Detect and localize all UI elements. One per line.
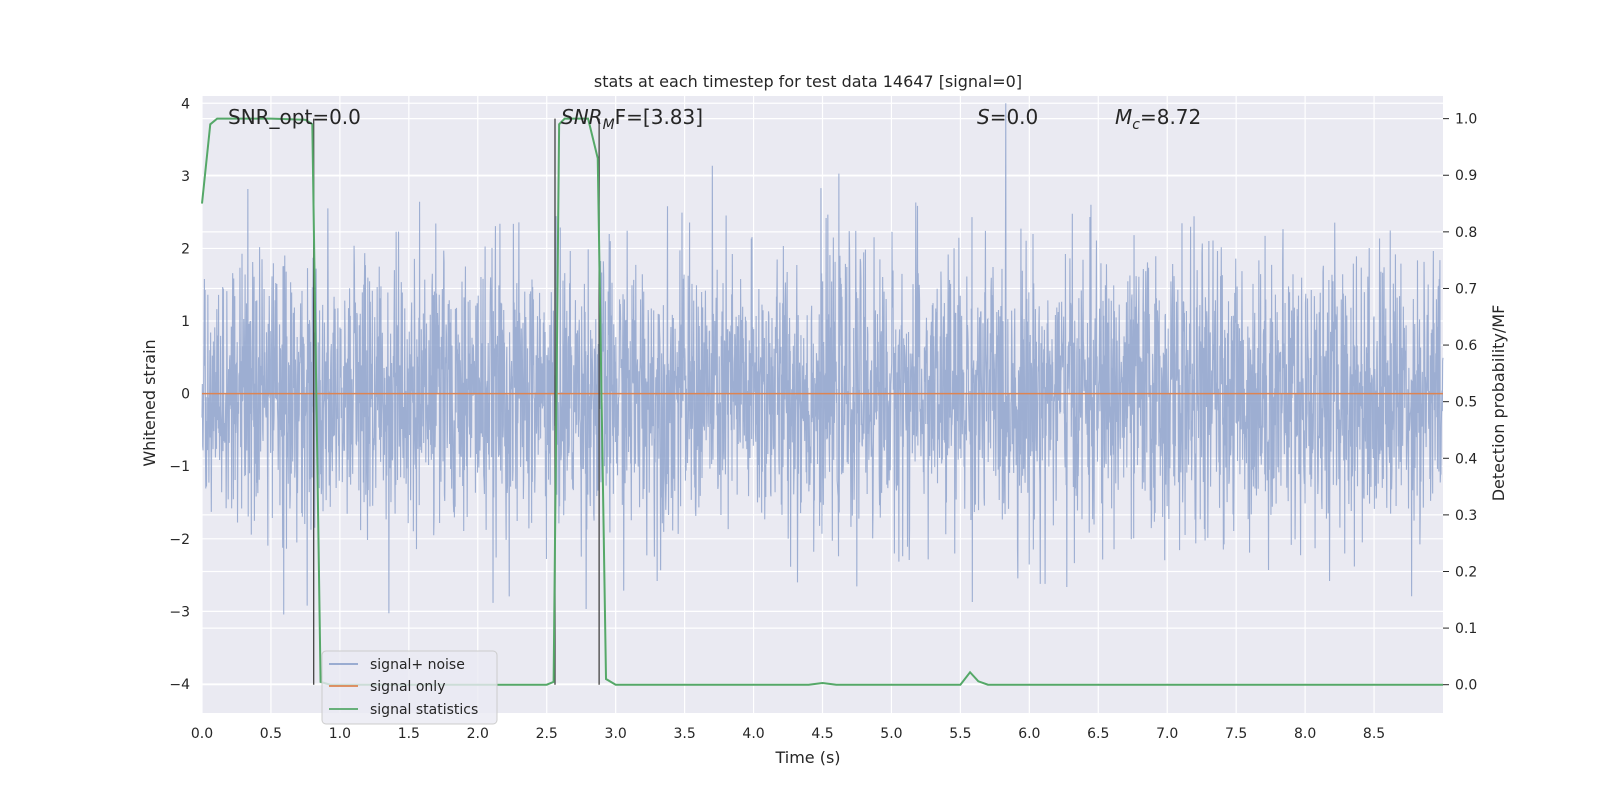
series-signal-statistics	[201, 117, 1443, 686]
x-axis-label: Time (s)	[774, 748, 840, 767]
annotation-snr-mf-main: SNR	[561, 105, 603, 129]
x-tick-label: 2.0	[467, 726, 489, 742]
y-right-tick-label: 0.4	[1455, 451, 1477, 467]
y-left-tick-label: −1	[169, 459, 190, 475]
x-tick-label: 5.5	[949, 726, 971, 742]
x-tick-label: 4.5	[811, 726, 833, 742]
y-left-tick-label: −4	[169, 677, 190, 693]
x-tick-label: 3.0	[605, 726, 627, 742]
annotation-mc-sub: c	[1132, 117, 1140, 133]
y-right-tick-label: 0.1	[1455, 621, 1477, 637]
y-left-axis-ticks: −4 −3 −2 −1 0 1 2 3 4	[169, 96, 190, 693]
legend-label-signal-statistics: signal statistics	[370, 702, 478, 718]
chart-title: stats at each timestep for test data 146…	[594, 72, 1022, 91]
x-tick-label: 8.0	[1294, 726, 1316, 742]
x-tick-label: 7.5	[1225, 726, 1247, 742]
x-tick-label: 6.0	[1018, 726, 1040, 742]
annotation-s-tail: =0.0	[990, 105, 1039, 129]
y-left-tick-label: −2	[169, 532, 190, 548]
signal-noise-line	[201, 103, 1444, 615]
y-right-tick-label: 0.8	[1455, 225, 1477, 241]
y-right-tick-label: 0.3	[1455, 508, 1477, 524]
x-tick-label: 7.0	[1156, 726, 1178, 742]
x-tick-label: 1.5	[398, 726, 420, 742]
y-right-tick-label: 0.9	[1455, 168, 1477, 184]
y-right-axis-ticks: 0.0 0.1 0.2 0.3 0.4 0.5 0.6 0.7 0.8 0.9 1.0	[1443, 112, 1477, 694]
x-tick-label: 2.5	[536, 726, 558, 742]
y-left-tick-label: 2	[181, 241, 190, 257]
series-signal-noise	[201, 103, 1444, 615]
legend-box	[321, 650, 498, 725]
annotation-snr-opt: SNR_opt=0.0	[228, 105, 361, 129]
legend: signal+ noise signal only signal statist…	[321, 650, 498, 725]
y-right-tick-label: 0.2	[1455, 564, 1477, 580]
y-right-tick-label: 1.0	[1455, 112, 1477, 128]
annotation-mc-main: M	[1115, 105, 1132, 129]
legend-label-signal-noise: signal+ noise	[370, 657, 465, 673]
x-tick-label: 1.0	[329, 726, 351, 742]
annotation-s-main: S	[977, 105, 990, 129]
x-tick-label: 3.5	[673, 726, 695, 742]
x-axis-ticks: 0.0 0.5 1.0 1.5 2.0 2.5 3.0 3.5 4.0 4.5 5.0 5.5 6.0 6…	[191, 726, 1385, 742]
x-tick-label: 8.5	[1363, 726, 1385, 742]
annotation-mc: Mc=8.72	[1115, 105, 1201, 133]
y-left-tick-label: 4	[181, 96, 190, 112]
y-left-tick-label: 0	[181, 387, 190, 403]
y-left-tick-label: 1	[181, 314, 190, 330]
y-right-tick-label: 0.6	[1455, 338, 1477, 354]
annotation-s: S=0.0	[977, 105, 1038, 129]
y-left-axis-label: Whitened strain	[140, 339, 159, 466]
annotation-snr-mf-sub: M	[603, 117, 615, 133]
signal-statistics-line	[201, 117, 1443, 686]
y-left-tick-label: −3	[169, 604, 190, 620]
annotation-snr-mf: SNRMF=[3.83]	[561, 105, 703, 133]
legend-label-signal-only: signal only	[370, 679, 445, 695]
annotation-snr-mf-tail: F=[3.83]	[615, 105, 703, 129]
y-right-axis-label: Detection probability/MF	[1489, 305, 1508, 502]
x-tick-label: 6.5	[1087, 726, 1109, 742]
y-right-tick-label: 0.5	[1455, 395, 1477, 411]
x-tick-label: 0.0	[191, 726, 213, 742]
x-tick-label: 0.5	[260, 726, 282, 742]
x-tick-label: 4.0	[742, 726, 764, 742]
annotation-mc-tail: =8.72	[1140, 105, 1201, 129]
x-tick-label: 5.0	[880, 726, 902, 742]
y-left-tick-label: 3	[181, 169, 190, 185]
y-right-tick-label: 0.0	[1455, 678, 1477, 694]
y-right-tick-label: 0.7	[1455, 281, 1477, 297]
